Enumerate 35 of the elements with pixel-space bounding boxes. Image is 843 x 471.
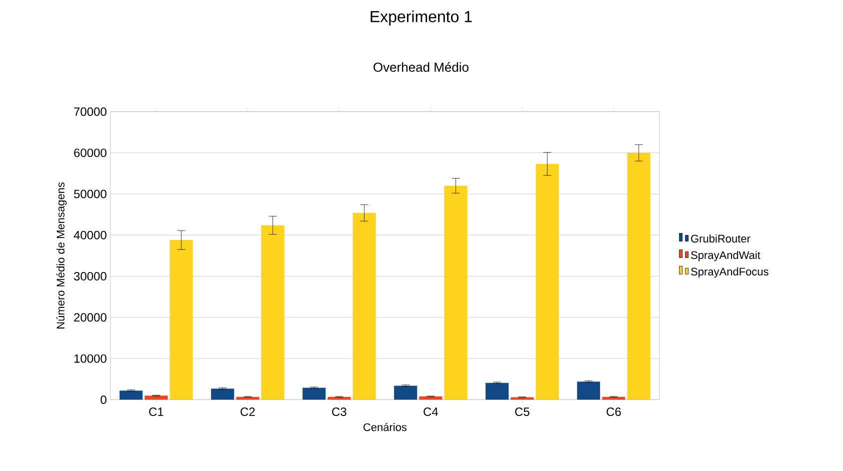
bar <box>444 186 468 400</box>
y-tick-label: 10000 <box>74 354 106 363</box>
chart-subtitle: Overhead Médio <box>374 62 468 72</box>
chart-title: Experimento 1 <box>370 10 472 26</box>
bar <box>170 240 193 400</box>
x-tick-label: C4 <box>424 408 438 416</box>
x-axis-title: Cenários <box>364 422 407 432</box>
y-tick-label: 0 <box>100 395 106 404</box>
bar <box>394 386 418 400</box>
y-tick-label: 30000 <box>74 272 106 281</box>
legend-label: SprayAndWait <box>691 250 760 262</box>
bar <box>486 382 509 400</box>
x-tick-label: C6 <box>606 408 621 416</box>
y-tick-label: 60000 <box>74 148 106 158</box>
legend-label: GrubiRouter <box>691 234 750 243</box>
legend-label: SprayAndFocus <box>691 267 768 278</box>
bar <box>302 388 326 400</box>
bar <box>211 388 234 400</box>
x-tick-label: C1 <box>149 408 164 416</box>
bar <box>144 396 168 400</box>
y-tick-label: 50000 <box>74 190 106 198</box>
y-axis-title: Número Médio de Mensagens <box>56 182 67 328</box>
bar <box>419 396 442 400</box>
y-tick-label: 40000 <box>74 230 106 240</box>
x-tick-label: C5 <box>515 408 530 416</box>
bar <box>536 164 559 400</box>
bar <box>627 152 650 400</box>
y-tick-label: 20000 <box>74 313 106 322</box>
x-tick-label: C2 <box>240 408 255 416</box>
bar <box>577 382 600 400</box>
x-tick-label: C3 <box>332 408 346 416</box>
y-tick-label: 70000 <box>74 107 106 116</box>
bar <box>261 225 284 400</box>
bar <box>120 390 143 400</box>
bar <box>352 212 376 400</box>
